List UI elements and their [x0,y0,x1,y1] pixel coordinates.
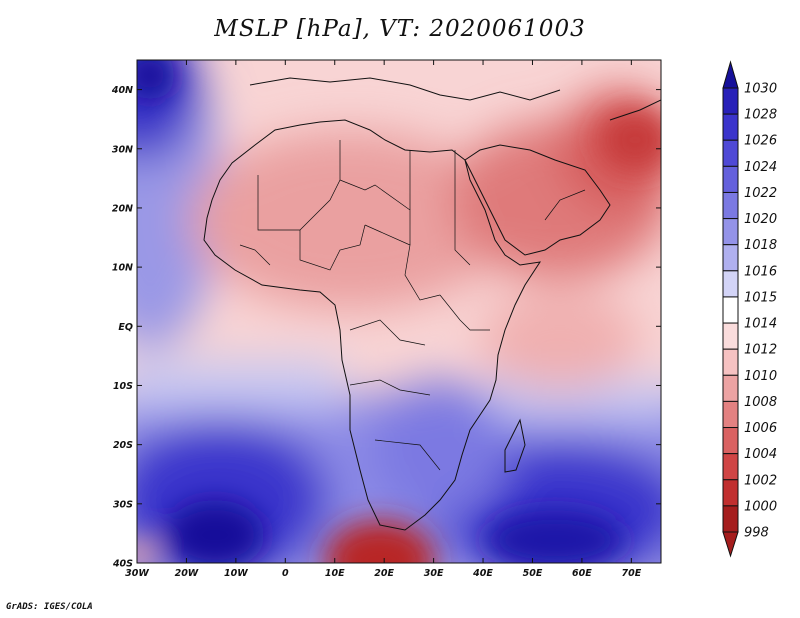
colorbar-max-arrow [722,60,739,89]
lon-tick-label: 30W [125,568,149,579]
colorbar-level-label: 1024 [744,160,777,175]
map-title: MSLP [hPa], VT: 2020061003 [214,16,586,42]
colorbar-swatch [722,270,739,298]
country-borders [239,140,586,471]
colorbar-swatch [722,400,739,429]
latitude-axis: 40N 30N 20N 10N EQ 10S 20S 30S 40S [111,85,661,570]
colorbar-level-label: 1006 [744,421,777,436]
lon-tick-label: 40E [472,568,493,579]
lat-tick-label: 30S [113,499,133,510]
lat-tick-label: 20N [112,203,133,214]
grads-credit: GrADS: IGES/COLA [6,602,93,612]
colorbar-min-arrow [722,531,739,558]
lon-tick-label: 0 [282,568,289,579]
lat-tick-label: 10S [113,381,133,392]
lon-tick-label: 70E [621,568,641,579]
colorbar-level-label: 1008 [744,395,777,410]
colorbar-level-label: 1018 [744,238,777,253]
colorbar-swatch [722,427,739,455]
colorbar-swatch [722,218,739,246]
lat-tick-label: 40S [112,559,133,570]
colorbar-level-label: 1000 [744,499,777,514]
lat-tick-label: 30N [112,144,133,155]
colorbar-swatch [722,191,739,220]
colorbar-level-label: 1002 [744,473,777,488]
lon-tick-label: 20E [374,568,394,579]
colorbar-swatch [722,113,739,141]
colorbar-swatch [722,453,739,481]
lat-tick-label: 20S [113,440,133,451]
colorbar-level-label: 1012 [744,343,777,358]
colorbar-swatch [722,87,739,115]
colorbar-level-label: 1030 [744,82,777,97]
lat-tick-label: 40N [111,85,133,96]
lon-tick-label: 20W [175,568,199,579]
lon-tick-label: 10E [325,568,345,579]
colorbar-swatch [722,374,739,402]
colorbar-level-label: 1010 [744,369,777,384]
colorbar-level-label: 1026 [744,134,777,149]
colorbar-level-label: 1028 [744,108,777,123]
colorbar-swatch [722,139,739,167]
longitude-axis: 30W 20W 10W 0 10E 20E 30E 40E 50E 60E 70E [125,60,642,579]
colorbar-swatch [722,505,739,533]
plot-frame [136,59,662,564]
colorbar-level-label: 1016 [744,264,777,279]
colorbar-swatch [722,165,739,193]
lon-tick-label: 30E [424,568,444,579]
lon-tick-label: 10W [224,568,248,579]
coastlines [203,77,661,531]
colorbar-level-label: 1004 [744,447,777,462]
colorbar-level-label: 998 [744,526,769,541]
colorbar-level-label: 1015 [744,290,777,305]
lat-tick-label: 10N [112,263,133,274]
colorbar-level-label: 1014 [744,317,777,332]
colorbar-swatch [722,479,739,507]
colorbar-swatch [722,244,739,272]
lon-tick-label: 60E [572,568,592,579]
lat-tick-label: EQ [118,322,133,333]
colorbar-swatch [722,348,739,376]
colorbar-legend: 1030 1028 1026 1024 1022 1020 1018 1016 1015 1014… [722,60,777,558]
colorbar-swatch [722,322,739,350]
colorbar-level-label: 1022 [744,186,777,201]
colorbar-level-label: 1020 [744,212,777,227]
pressure-field [137,60,661,563]
colorbar-swatch [722,296,739,324]
lon-tick-label: 50E [523,568,543,579]
